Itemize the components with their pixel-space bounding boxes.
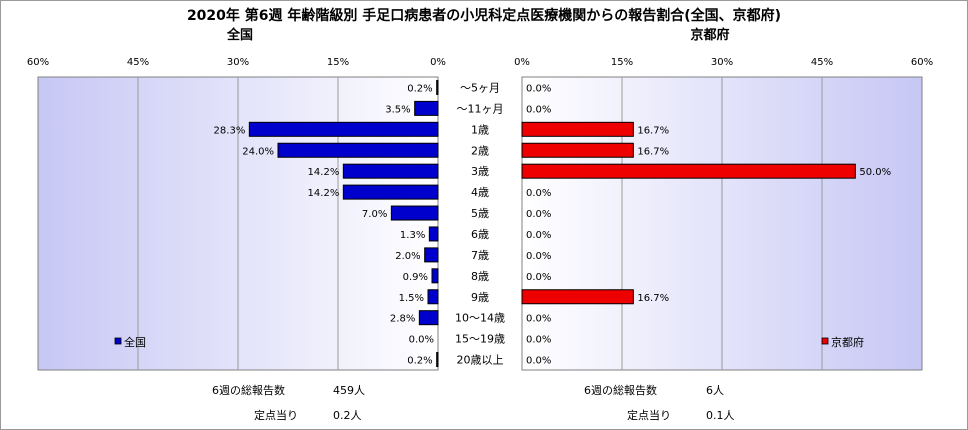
legend-swatch-kyoto: [821, 337, 829, 345]
bar-national: [436, 352, 439, 368]
data-label-kyoto: 0.0%: [526, 104, 551, 115]
data-label-national: 0.2%: [407, 83, 432, 94]
category-label: ～11ヶ月: [457, 102, 504, 115]
bar-national: [427, 289, 439, 305]
legend-label-national: 全国: [124, 335, 146, 349]
data-label-kyoto: 50.0%: [859, 167, 891, 178]
category-label: 15～19歳: [455, 333, 505, 346]
footer-total-value-national: 459人: [333, 384, 365, 397]
tick-label-national: 45%: [127, 57, 149, 68]
category-label: 5歳: [471, 207, 489, 220]
data-label-national: 1.5%: [399, 293, 424, 304]
category-label: 7歳: [471, 249, 489, 262]
category-label: 4歳: [471, 186, 489, 199]
footer-total-label-kyoto: 6週の総報告数: [584, 383, 657, 397]
data-label-national: 2.8%: [390, 314, 415, 325]
data-label-kyoto: 16.7%: [637, 146, 669, 157]
tick-label-national: 60%: [27, 57, 49, 68]
tick-label-kyoto: 60%: [911, 57, 933, 68]
data-label-national: 0.9%: [403, 272, 428, 283]
data-label-national: 1.3%: [400, 230, 425, 241]
footer-per-label-kyoto: 定点当り: [627, 408, 671, 422]
data-label-kyoto: 0.0%: [526, 314, 551, 325]
data-label-kyoto: 0.0%: [526, 356, 551, 367]
data-label-national: 0.0%: [409, 335, 434, 346]
data-label-national: 14.2%: [308, 188, 340, 199]
category-label: 10～14歳: [455, 312, 505, 325]
bar-national: [436, 79, 439, 95]
data-label-national: 0.2%: [407, 356, 432, 367]
bar-national: [342, 163, 439, 179]
data-label-kyoto: 0.0%: [526, 251, 551, 262]
footer-per-value-national: 0.2人: [333, 409, 362, 422]
data-label-national: 3.5%: [385, 104, 410, 115]
bar-national: [390, 205, 439, 221]
tick-label-kyoto: 30%: [711, 57, 733, 68]
data-label-kyoto: 16.7%: [637, 125, 669, 136]
bar-national: [342, 184, 439, 200]
data-label-national: 14.2%: [308, 167, 340, 178]
tick-label-national: 15%: [327, 57, 349, 68]
panel-title-kyoto: 京都府: [690, 27, 729, 43]
category-label: 8歳: [471, 270, 489, 283]
category-label: 3歳: [471, 165, 489, 178]
bar-national: [277, 142, 439, 158]
bar-national: [431, 268, 439, 284]
tick-label-national: 30%: [227, 57, 249, 68]
category-label: ～5ヶ月: [460, 81, 500, 94]
category-label: 1歳: [471, 123, 489, 136]
footer-total-value-kyoto: 6人: [706, 384, 724, 397]
data-label-kyoto: 0.0%: [526, 230, 551, 241]
footer-per-label-national: 定点当り: [254, 408, 298, 422]
tick-label-national: 0%: [430, 57, 446, 68]
footer-per-value-kyoto: 0.1人: [706, 409, 735, 422]
bar-kyoto: [521, 163, 856, 179]
chart-title: 2020年 第6週 年齢階級別 手足口病患者の小児科定点医療機関からの報告割合(…: [187, 7, 781, 24]
data-label-kyoto: 0.0%: [526, 209, 551, 220]
bar-kyoto: [521, 142, 634, 158]
category-label: 9歳: [471, 291, 489, 304]
data-label-national: 24.0%: [242, 146, 274, 157]
tick-label-kyoto: 0%: [514, 57, 530, 68]
data-label-kyoto: 0.0%: [526, 188, 551, 199]
bar-national: [248, 121, 439, 137]
footer-total-label-national: 6週の総報告数: [212, 383, 285, 397]
legend-swatch-national: [114, 337, 122, 345]
data-label-kyoto: 16.7%: [637, 293, 669, 304]
bar-national: [414, 100, 439, 116]
bar-national: [418, 310, 439, 326]
data-label-kyoto: 0.0%: [526, 83, 551, 94]
data-label-national: 28.3%: [214, 125, 246, 136]
bar-national: [424, 247, 439, 263]
data-label-kyoto: 0.0%: [526, 272, 551, 283]
data-label-national: 2.0%: [395, 251, 420, 262]
panel-title-national: 全国: [226, 27, 253, 43]
category-label: 2歳: [471, 144, 489, 157]
bar-national: [428, 226, 439, 242]
category-label: 20歳以上: [457, 354, 504, 367]
legend-label-kyoto: 京都府: [831, 335, 864, 349]
category-label: 6歳: [471, 228, 489, 241]
bar-kyoto: [521, 289, 634, 305]
bar-kyoto: [521, 121, 634, 137]
data-label-national: 7.0%: [362, 209, 387, 220]
data-label-kyoto: 0.0%: [526, 335, 551, 346]
tick-label-kyoto: 45%: [811, 57, 833, 68]
tick-label-kyoto: 15%: [611, 57, 633, 68]
